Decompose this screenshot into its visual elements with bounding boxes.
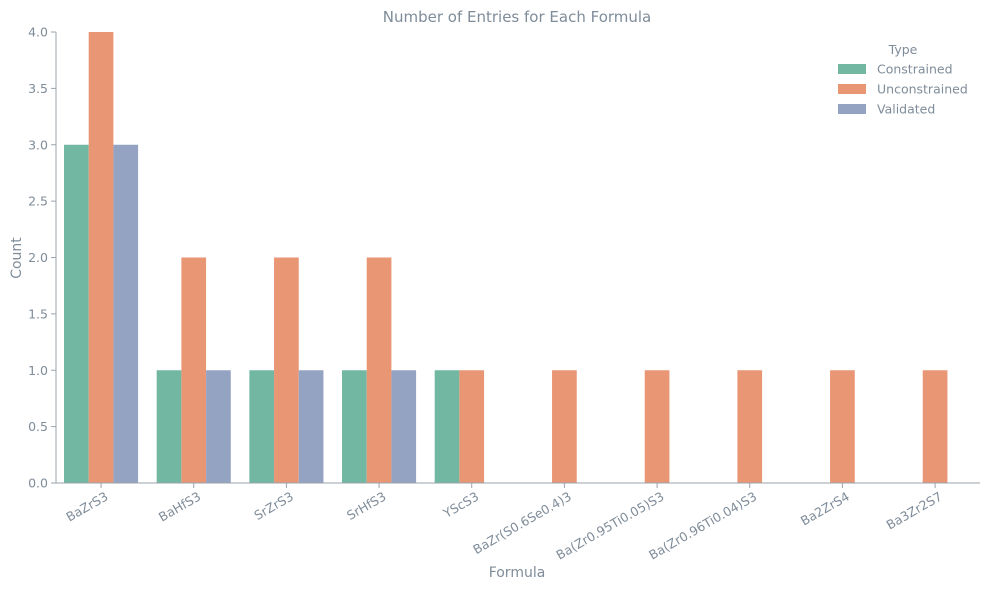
bar-unconstrained-2 <box>274 257 299 483</box>
y-tick-label: 4.0 <box>28 25 48 40</box>
legend-swatch-validated <box>838 104 866 114</box>
bar-validated-0 <box>113 144 139 483</box>
y-tick-label: 0.0 <box>28 476 48 491</box>
bar-unconstrained-5 <box>552 370 577 483</box>
y-tick-label: 3.0 <box>28 137 48 152</box>
bar-unconstrained-0 <box>88 32 114 483</box>
bar-unconstrained-1 <box>181 257 207 483</box>
bar-unconstrained-6 <box>644 370 670 483</box>
legend-label-unconstrained: Unconstrained <box>877 82 968 97</box>
bars-group <box>64 32 948 483</box>
y-tick-label: 2.5 <box>28 194 48 209</box>
bar-validated-2 <box>298 370 324 483</box>
bar-validated-1 <box>206 370 231 483</box>
bar-constrained-0 <box>64 144 89 483</box>
x-tick-label: BaZrS3 <box>63 489 110 525</box>
bar-unconstrained-4 <box>459 370 485 483</box>
bar-unconstrained-3 <box>366 257 392 483</box>
bar-unconstrained-7 <box>737 370 763 483</box>
chart-title: Number of Entries for Each Formula <box>383 8 652 26</box>
y-tick-label: 2.0 <box>28 250 48 265</box>
x-axis-title: Formula <box>489 565 546 581</box>
x-tick-label: SrZrS3 <box>251 489 295 523</box>
bar-constrained-4 <box>434 370 460 483</box>
x-tick-label: BaHfS3 <box>156 489 203 525</box>
x-axis: BaZrS3 BaHfS3 SrZrS3 SrHfS3 YScS3BaZr(S0.6Se… <box>56 482 980 563</box>
y-tick-label: 1.0 <box>28 363 48 378</box>
legend-swatch-unconstrained <box>838 84 866 94</box>
x-tick-label: Ba2ZrS4 <box>798 489 852 529</box>
legend-label-constrained: Constrained <box>877 62 953 77</box>
bar-validated-3 <box>391 370 417 483</box>
legend: Type Constrained Unconstrained Validated <box>838 42 968 117</box>
y-tick-label: 1.5 <box>28 306 48 321</box>
bar-constrained-3 <box>342 370 367 483</box>
x-tick-label: SrHfS3 <box>344 489 389 523</box>
bar-unconstrained-9 <box>922 370 948 483</box>
bar-constrained-1 <box>156 370 182 483</box>
y-axis-title: Count <box>9 237 25 279</box>
y-tick-label: 3.5 <box>28 81 48 96</box>
legend-swatch-constrained <box>838 64 866 74</box>
x-tick-label: Ba3Zr2S7 <box>884 489 945 533</box>
legend-title: Type <box>888 42 918 57</box>
bar-unconstrained-8 <box>830 370 855 483</box>
y-tick-label: 0.5 <box>28 419 48 434</box>
x-tick-label: YScS3 <box>440 489 482 522</box>
y-axis: 0.0 0.5 1.0 1.5 2.0 2.5 3.0 3.5 4.0 <box>28 25 57 491</box>
legend-label-validated: Validated <box>877 102 935 117</box>
bar-constrained-2 <box>249 370 275 483</box>
